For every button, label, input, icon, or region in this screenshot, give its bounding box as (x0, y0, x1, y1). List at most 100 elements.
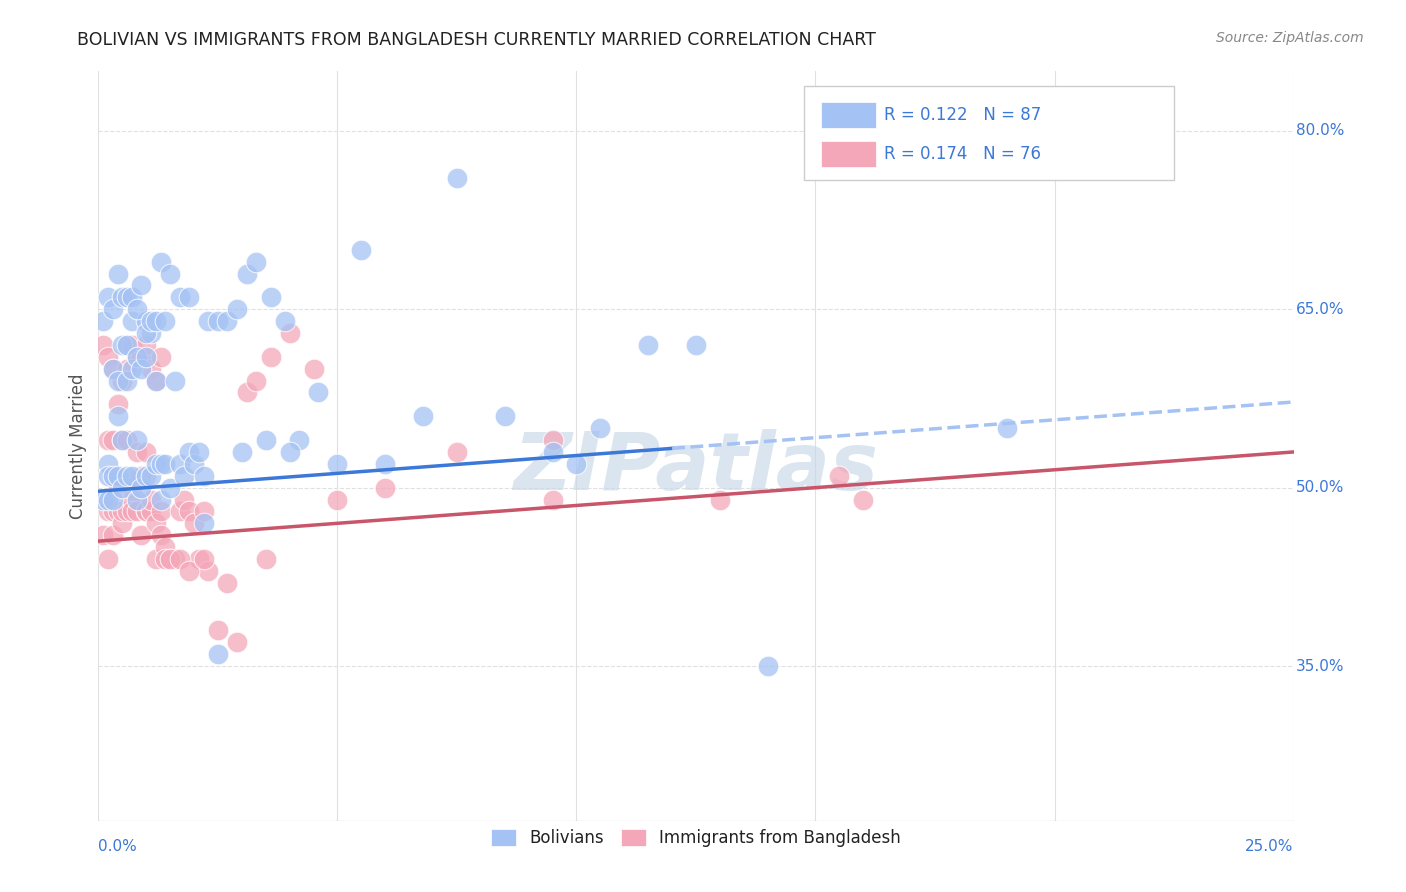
Text: BOLIVIAN VS IMMIGRANTS FROM BANGLADESH CURRENTLY MARRIED CORRELATION CHART: BOLIVIAN VS IMMIGRANTS FROM BANGLADESH C… (77, 31, 876, 49)
Text: 0.0%: 0.0% (98, 839, 138, 855)
Point (155, 457, 177, 471)
Point (169, 552, 191, 566)
Point (259, 290, 281, 304)
Point (135, 350, 157, 364)
Point (245, 374, 267, 388)
Point (159, 552, 181, 566)
Text: ZIPatlas: ZIPatlas (513, 429, 879, 508)
Point (111, 290, 134, 304)
Point (101, 361, 124, 376)
Point (145, 552, 167, 566)
Point (131, 350, 153, 364)
FancyBboxPatch shape (821, 102, 876, 128)
Point (125, 445, 148, 459)
Point (541, 492, 564, 507)
Point (446, 171, 468, 186)
Point (111, 481, 134, 495)
Point (101, 433, 124, 447)
Point (97, 552, 120, 566)
Point (149, 350, 172, 364)
Point (254, 552, 277, 566)
Point (226, 635, 249, 649)
Point (163, 374, 186, 388)
Point (125, 492, 148, 507)
Point (139, 326, 162, 340)
Point (159, 552, 181, 566)
Point (231, 445, 253, 459)
Text: R = 0.174   N = 76: R = 0.174 N = 76 (883, 145, 1040, 162)
Text: R = 0.122   N = 87: R = 0.122 N = 87 (883, 106, 1040, 124)
Point (709, 492, 731, 507)
Text: 80.0%: 80.0% (1296, 123, 1344, 138)
Point (115, 504, 138, 518)
Point (326, 492, 349, 507)
Point (307, 385, 329, 400)
Point (374, 481, 396, 495)
Point (111, 504, 134, 518)
Point (121, 314, 143, 328)
Point (995, 421, 1018, 435)
Point (97, 492, 120, 507)
Point (226, 302, 249, 317)
Point (121, 481, 143, 495)
Point (235, 385, 257, 400)
Point (326, 457, 349, 471)
Point (97, 504, 120, 518)
Point (115, 433, 138, 447)
Point (193, 552, 215, 566)
Point (541, 433, 564, 447)
Point (193, 516, 215, 531)
Point (135, 504, 157, 518)
Point (97, 468, 120, 483)
Point (155, 540, 177, 554)
Point (101, 302, 124, 317)
Point (179, 504, 201, 518)
Point (139, 361, 162, 376)
Point (131, 481, 153, 495)
Point (183, 516, 205, 531)
Point (589, 421, 612, 435)
Point (115, 374, 138, 388)
Point (155, 314, 177, 328)
Point (115, 338, 138, 352)
Point (135, 314, 157, 328)
Point (97, 350, 120, 364)
Point (115, 361, 138, 376)
Point (179, 445, 201, 459)
Point (101, 361, 124, 376)
Point (278, 326, 301, 340)
Point (145, 314, 167, 328)
Point (145, 516, 167, 531)
Point (125, 504, 148, 518)
Point (207, 647, 229, 661)
Point (97, 290, 120, 304)
Point (135, 338, 157, 352)
Point (179, 564, 201, 578)
Point (125, 350, 148, 364)
Point (115, 290, 138, 304)
Point (207, 624, 229, 638)
Point (107, 267, 129, 281)
Point (852, 492, 875, 507)
Point (97, 457, 120, 471)
Point (235, 267, 257, 281)
Point (446, 445, 468, 459)
Point (541, 445, 564, 459)
Point (159, 267, 181, 281)
Point (139, 504, 162, 518)
Text: 35.0%: 35.0% (1296, 658, 1344, 673)
Point (145, 457, 167, 471)
Point (412, 409, 434, 424)
FancyBboxPatch shape (821, 141, 876, 167)
Point (135, 468, 157, 483)
Point (131, 278, 153, 293)
Point (101, 492, 124, 507)
Point (121, 492, 143, 507)
Point (91, 338, 114, 352)
Point (637, 338, 659, 352)
Point (169, 504, 191, 518)
Point (101, 528, 124, 542)
Point (125, 302, 148, 317)
Point (121, 338, 143, 352)
Point (278, 445, 301, 459)
